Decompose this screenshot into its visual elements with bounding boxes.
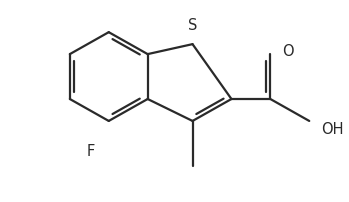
Text: S: S (188, 18, 197, 33)
Text: OH: OH (321, 122, 344, 137)
Text: F: F (87, 143, 95, 158)
Text: O: O (282, 43, 294, 58)
